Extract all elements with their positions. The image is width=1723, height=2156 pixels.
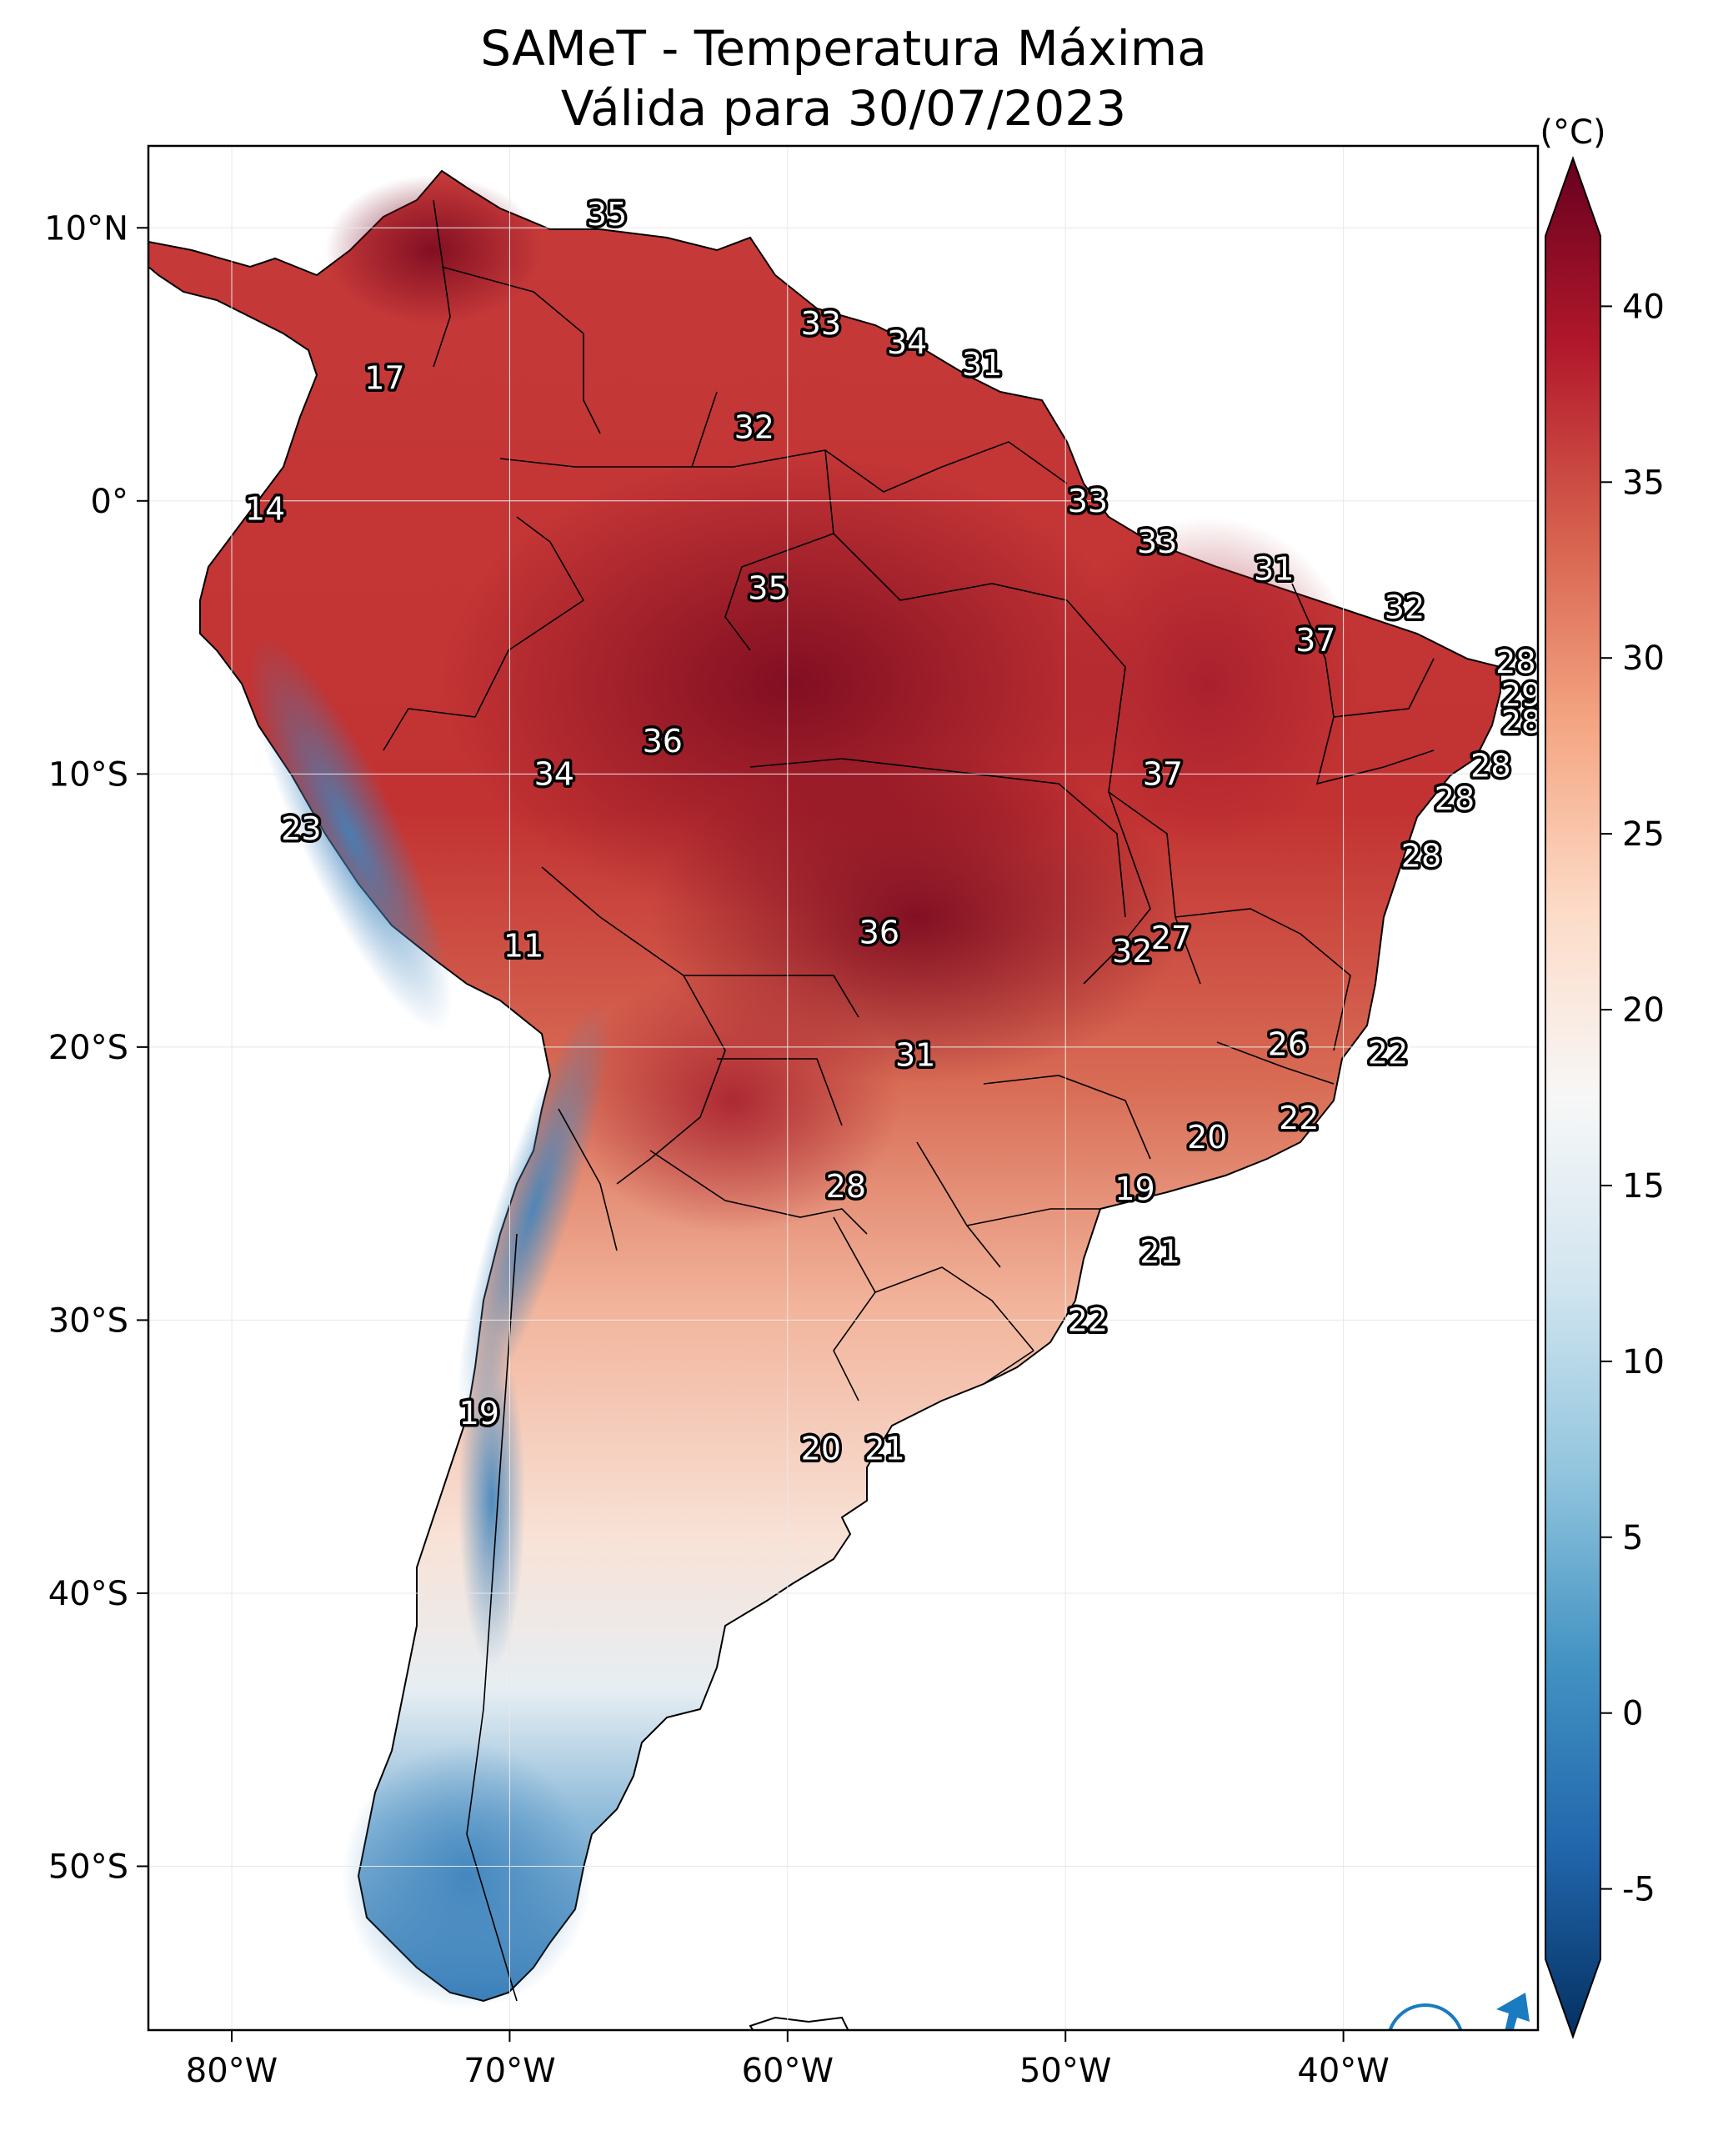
lat-tick-label: 40°S <box>48 1575 128 1613</box>
temperature-label: 28 <box>1501 704 1541 740</box>
lat-tick-label: 50°S <box>48 1848 128 1886</box>
temperature-label: 23 <box>281 810 321 847</box>
colorbar-tick-label: 40 <box>1622 288 1665 326</box>
colorbar-tick-label: 0 <box>1622 1695 1643 1733</box>
temperature-label: 19 <box>459 1395 499 1431</box>
falkland-islands <box>749 2016 849 2030</box>
colorbar-bar <box>1545 156 1601 2039</box>
colorbar-tick-label: 30 <box>1622 639 1665 678</box>
latitude-axis: 10°N 0° 10°S 20°S 30°S 40°S 50°S <box>44 209 148 1886</box>
temperature-label: 34 <box>534 755 574 792</box>
temperature-label: 21 <box>864 1430 904 1467</box>
temperature-label: 22 <box>1368 1034 1408 1070</box>
temperature-label: 37 <box>1143 755 1183 792</box>
temperature-label: 28 <box>826 1168 866 1205</box>
temperature-label: 28 <box>1470 748 1510 785</box>
temperature-label: 20 <box>1187 1119 1227 1156</box>
lon-tick-label: 80°W <box>186 2052 278 2090</box>
temperature-label: 28 <box>1495 644 1535 680</box>
lat-tick-label: 30°S <box>48 1301 128 1340</box>
colorbar-tick-label: 15 <box>1622 1167 1665 1206</box>
temperature-label: 32 <box>1112 933 1152 970</box>
logo-sun <box>1425 2055 1450 2080</box>
temperature-label: 32 <box>1385 589 1425 626</box>
cold-region-andes-north <box>248 635 453 1032</box>
hot-region-north <box>325 175 542 325</box>
colorbar-ticks: 40 35 30 25 20 15 10 5 0 -5 <box>1600 288 1665 1909</box>
title-line1: SAMeT - Temperatura Máxima <box>480 20 1207 77</box>
temperature-label: 33 <box>1137 524 1177 560</box>
title-line2: Válida para 30/07/2023 <box>561 80 1126 137</box>
temperature-label: 33 <box>1068 483 1108 519</box>
cold-region-andes-central <box>457 1002 610 1416</box>
temperature-label: 22 <box>1068 1301 1108 1338</box>
colorbar-tick-label: 35 <box>1622 464 1665 502</box>
temperature-label: 27 <box>1151 920 1191 956</box>
lon-tick-label: 60°W <box>742 2052 834 2090</box>
cold-region-patagonia <box>342 1742 592 2009</box>
temperature-label: 26 <box>1268 1026 1308 1063</box>
longitude-axis: 80°W 70°W 60°W 50°W 40°W <box>186 2030 1390 2090</box>
country-borders <box>383 199 1435 2002</box>
temperature-label: 33 <box>801 305 841 342</box>
temperature-label: 17 <box>364 359 404 396</box>
colorbar-tick-label: 20 <box>1622 991 1665 1030</box>
temperature-label: 31 <box>1254 551 1294 588</box>
temperature-label: 32 <box>734 409 774 445</box>
temperature-label: 31 <box>962 346 1002 383</box>
hot-region-chaco <box>567 967 900 1234</box>
temperature-label: 37 <box>1295 622 1335 659</box>
colorbar-tick-label: 5 <box>1622 1519 1643 1557</box>
colorbar-unit: (°C) <box>1540 113 1605 152</box>
colorbar-tick-label: -5 <box>1622 1871 1655 1909</box>
temperature-label: 22 <box>1279 1100 1319 1136</box>
cold-region-andes-south <box>458 1334 525 1667</box>
colorbar: (°C) 40 35 30 25 20 15 10 5 0 -5 <box>1540 113 1665 2039</box>
lon-tick-label: 40°W <box>1297 2052 1389 2090</box>
lat-tick-label: 10°N <box>44 209 128 248</box>
temperature-label: 36 <box>859 914 899 950</box>
temperature-label: 20 <box>801 1430 841 1467</box>
logo-text: INPE <box>1407 2035 1455 2056</box>
temperature-label: 14 <box>245 491 285 528</box>
lat-tick-label: 0° <box>91 483 128 521</box>
hot-region-northeast <box>1059 517 1359 850</box>
lat-tick-label: 10°S <box>48 755 128 794</box>
temperature-label: 35 <box>748 570 788 607</box>
temperature-label: 28 <box>1435 780 1475 817</box>
map-frame <box>147 144 1540 2032</box>
temperature-label: 19 <box>1114 1171 1155 1207</box>
temperature-label: 31 <box>895 1037 935 1074</box>
logo-orbit <box>1388 2003 1463 2030</box>
temperature-label: 34 <box>887 324 927 361</box>
temperature-label: 36 <box>643 723 683 760</box>
logo-swoosh <box>1496 1993 1530 2030</box>
lat-tick-label: 20°S <box>48 1029 128 1067</box>
colorbar-tick-label: 25 <box>1622 815 1665 854</box>
inpe-logo: INPE <box>1388 1993 1530 2080</box>
gridlines <box>148 146 1538 2030</box>
temperature-label: 11 <box>503 928 543 965</box>
temperature-label: 35 <box>587 196 627 233</box>
colorbar-tick-label: 10 <box>1622 1343 1665 1381</box>
lon-tick-label: 70°W <box>463 2052 555 2090</box>
lon-tick-label: 50°W <box>1019 2052 1111 2090</box>
temperature-label: 21 <box>1139 1234 1180 1271</box>
temperature-label: 29 <box>1501 676 1541 713</box>
temperature-label: 28 <box>1401 838 1441 875</box>
